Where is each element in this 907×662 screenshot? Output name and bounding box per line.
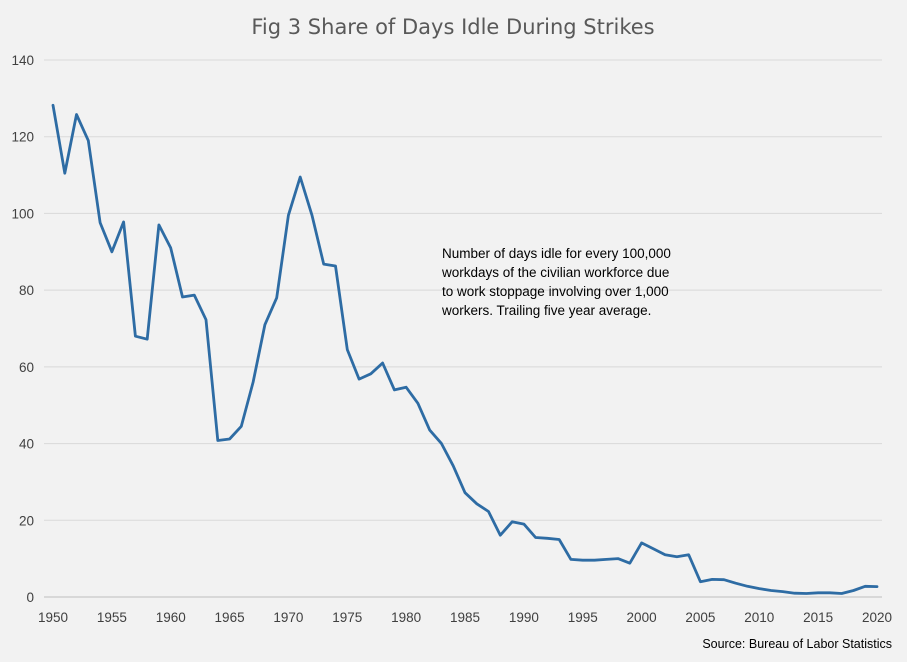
gridlines	[44, 59, 882, 598]
chart-title: Fig 3 Share of Days Idle During Strikes	[251, 15, 654, 39]
x-tick-label: 2005	[685, 610, 715, 625]
annotation-line-3: to work stoppage involving over 1,000	[442, 284, 669, 299]
annotation: Number of days idle for every 100,000 wo…	[441, 246, 671, 318]
x-tick-label: 1995	[568, 610, 598, 625]
x-tick-label: 1970	[273, 610, 303, 625]
x-tick-labels: 1950 1955 1960 1965 1970 1975 1980 1985 1990 1995…	[38, 610, 892, 625]
y-tick-label: 120	[11, 130, 34, 145]
x-tick-label: 2015	[803, 610, 833, 625]
series	[51, 103, 879, 595]
annotation-line-2: workdays of the civilian workforce due	[441, 265, 669, 280]
x-tick-label: 2000	[627, 610, 657, 625]
x-tick-label: 2020	[862, 610, 892, 625]
y-tick-label: 140	[11, 53, 34, 68]
x-tick-label: 1960	[156, 610, 186, 625]
series-line	[51, 103, 879, 595]
y-tick-label: 20	[19, 513, 34, 528]
x-tick-label: 1975	[332, 610, 362, 625]
y-tick-label: 100	[11, 206, 34, 221]
y-tick-label: 0	[26, 590, 34, 605]
y-tick-labels: 0 20 40 60 80 100 120 140	[11, 53, 34, 605]
x-tick-label: 1955	[97, 610, 127, 625]
x-tick-label: 1990	[509, 610, 539, 625]
annotation-line-1: Number of days idle for every 100,000	[442, 246, 671, 261]
x-tick-label: 2010	[744, 610, 774, 625]
x-tick-label: 1985	[450, 610, 480, 625]
x-tick-label: 1965	[215, 610, 245, 625]
y-tick-label: 40	[19, 437, 34, 452]
annotation-line-4: workers. Trailing five year average.	[441, 303, 651, 318]
x-tick-label: 1980	[391, 610, 421, 625]
source-note: Source: Bureau of Labor Statistics	[702, 637, 892, 651]
y-tick-label: 60	[19, 360, 34, 375]
y-tick-label: 80	[19, 283, 34, 298]
x-tick-label: 1950	[38, 610, 68, 625]
